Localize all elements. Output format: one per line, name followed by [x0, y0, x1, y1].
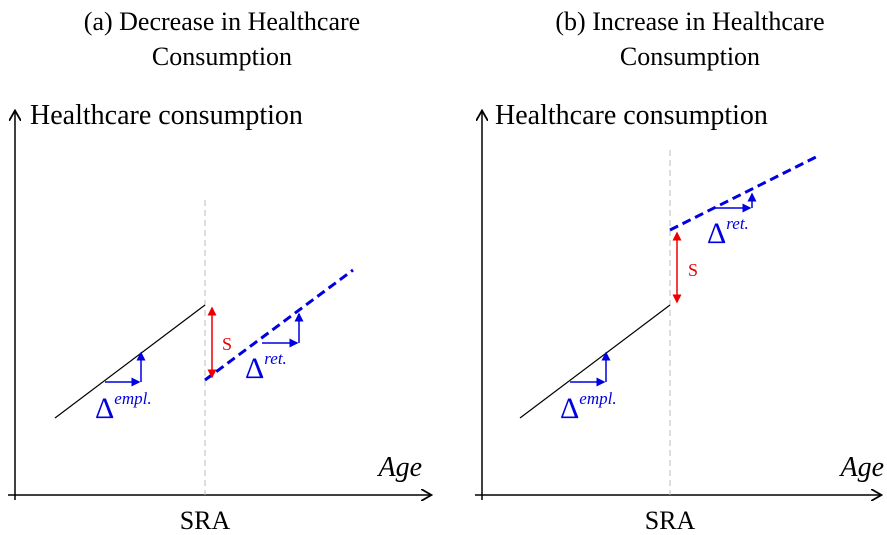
title-line: Consumption [152, 42, 292, 71]
employed-line [519, 304, 671, 419]
delta-label: Δempl. [560, 389, 617, 425]
title-line: (b) Increase in Healthcare [555, 7, 824, 36]
y-label: Healthcare consumption [495, 100, 768, 131]
label-part: Δ [245, 352, 264, 385]
y-label: Healthcare consumption [30, 100, 303, 131]
label-part: ret. [264, 349, 287, 368]
x-tick: SRA [180, 506, 231, 535]
delta-label: Δret. [245, 349, 287, 385]
label-part: Δ [707, 217, 726, 250]
x-label: Age [838, 452, 884, 483]
label-part: empl. [114, 389, 151, 408]
label-part: ret. [726, 214, 749, 233]
jump-label: S [222, 334, 232, 354]
employed-line [54, 304, 206, 419]
delta-label: Δret. [707, 214, 749, 250]
delta-label: Δempl. [95, 389, 152, 425]
title-line: (a) Decrease in Healthcare [84, 7, 360, 36]
label-part: Δ [560, 392, 579, 425]
panel-b: (b) Increase in Healthcare Consumption H… [475, 7, 884, 535]
jump-label: S [688, 260, 698, 280]
panel-a: (a) Decrease in Healthcare Consumption H… [8, 7, 430, 535]
title-line: Consumption [620, 42, 760, 71]
x-tick: SRA [645, 506, 696, 535]
label-part: empl. [579, 389, 616, 408]
label-part: Δ [95, 392, 114, 425]
x-label: Age [376, 452, 422, 483]
retired-line [204, 268, 354, 382]
